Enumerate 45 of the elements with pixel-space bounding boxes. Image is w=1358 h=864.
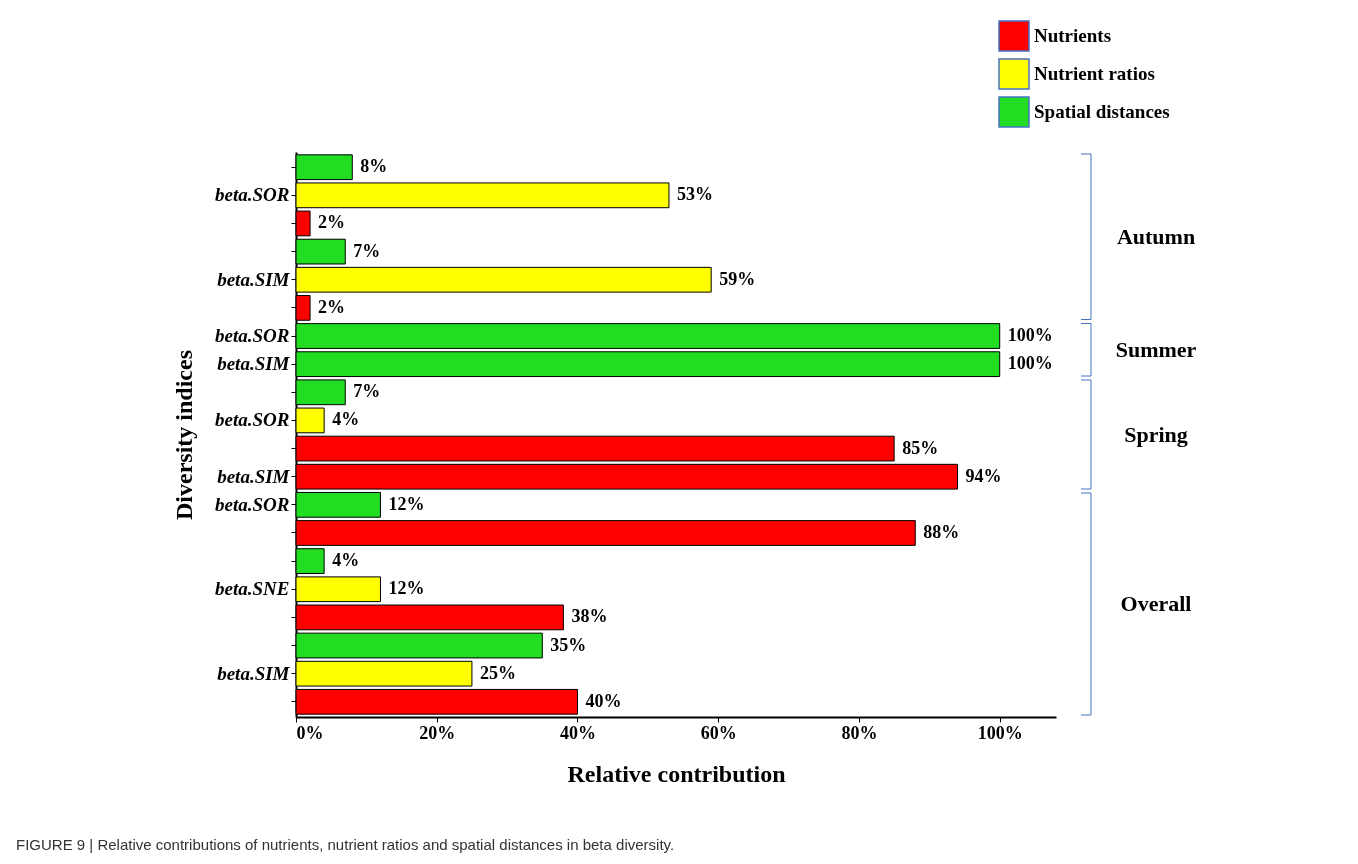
y-tick-label: beta.SOR [215,493,290,515]
data-label: 94% [965,465,1002,486]
x-tick-label: 80% [841,722,878,743]
data-label: 2% [318,212,346,233]
x-axis-title: Relative contribution [567,760,786,787]
text: Spring [1124,421,1188,447]
data-label: 25% [479,662,516,683]
data-label: 38% [571,606,608,627]
y-axis-title: Diversity indices [171,350,198,520]
y-tick-label: beta.SOR [215,409,290,431]
y-tick-label: beta.SIM [217,353,291,375]
y-tick-label: beta.SOR [215,184,290,206]
caption: FIGURE 9 | Relative contributions of nutrients, nutrient ratios and spatial distances in beta diversity. [16,836,675,853]
y-tick-label: beta.SIM [217,662,291,684]
y-tick-label: beta.SOR [215,325,290,347]
data-label: 59% [719,268,756,289]
data-label: 12% [388,578,425,599]
x-tick-label: 100% [977,722,1023,743]
data-label: 7% [353,240,381,261]
legend-label: Nutrients [1034,25,1112,46]
x-tick-label: 40% [559,722,596,743]
legend-label: Nutrient ratios [1034,63,1155,84]
y-tick-label: beta.SNE [215,578,290,600]
y-tick-label: beta.SIM [217,268,291,290]
data-label: 4% [332,550,360,571]
x-tick-label: 60% [700,722,737,743]
data-label: 40% [585,690,622,711]
data-label: 88% [923,521,960,542]
data-label: 2% [318,296,346,317]
data-label: 8% [360,156,388,177]
data-label: 4% [332,409,360,430]
data-label: 100% [1007,353,1053,374]
data-label: 12% [388,493,425,514]
x-tick-label: 20% [419,722,456,743]
data-label: 35% [550,634,587,655]
data-label: 100% [1007,325,1053,346]
text: Autumn [1116,223,1196,249]
legend-label: Spatial distances [1034,101,1170,122]
data-label: 85% [902,437,939,458]
data-label: 53% [676,184,713,205]
y-tick-label: beta.SIM [217,465,291,487]
text: Summer [1115,336,1197,362]
data-label: 7% [353,381,381,402]
text: Overall [1120,591,1192,616]
x-tick-label: 0% [296,722,324,743]
